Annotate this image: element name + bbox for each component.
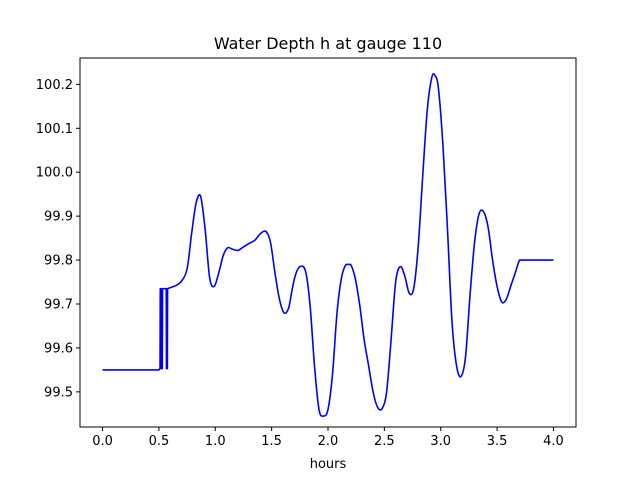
x-tick-label: 2.5 [374,434,395,449]
y-tick-label: 100.0 [36,166,73,181]
chart-title: Water Depth h at gauge 110 [214,34,442,53]
x-tick-label: 4.0 [543,434,564,449]
y-tick-label: 99.6 [44,341,73,356]
y-tick-label: 100.1 [36,122,73,137]
x-tick-label: 0.5 [149,434,170,449]
y-tick-label: 99.5 [44,385,73,400]
y-axis-ticks: 99.5 99.6 99.7 99.8 99.9 100.0 100.1 100.2 [36,78,80,400]
x-tick-label: 3.0 [430,434,451,449]
x-axis-label: hours [310,457,347,472]
x-tick-label: 1.0 [205,434,226,449]
y-tick-label: 100.2 [36,78,73,93]
y-tick-label: 99.8 [44,254,73,269]
x-tick-label: 3.5 [487,434,508,449]
x-tick-label: 2.0 [318,434,339,449]
x-tick-label: 1.5 [261,434,282,449]
y-tick-label: 99.9 [44,210,73,225]
x-tick-label: 0.0 [92,434,113,449]
y-tick-label: 99.7 [44,298,73,313]
plot-area-frame [79,57,577,428]
x-axis-ticks: 0.0 0.5 1.0 1.5 2.0 2.5 3.0 3.5 4.0 [92,427,564,449]
plot-lines [102,72,554,417]
series-line-0 [102,72,554,417]
